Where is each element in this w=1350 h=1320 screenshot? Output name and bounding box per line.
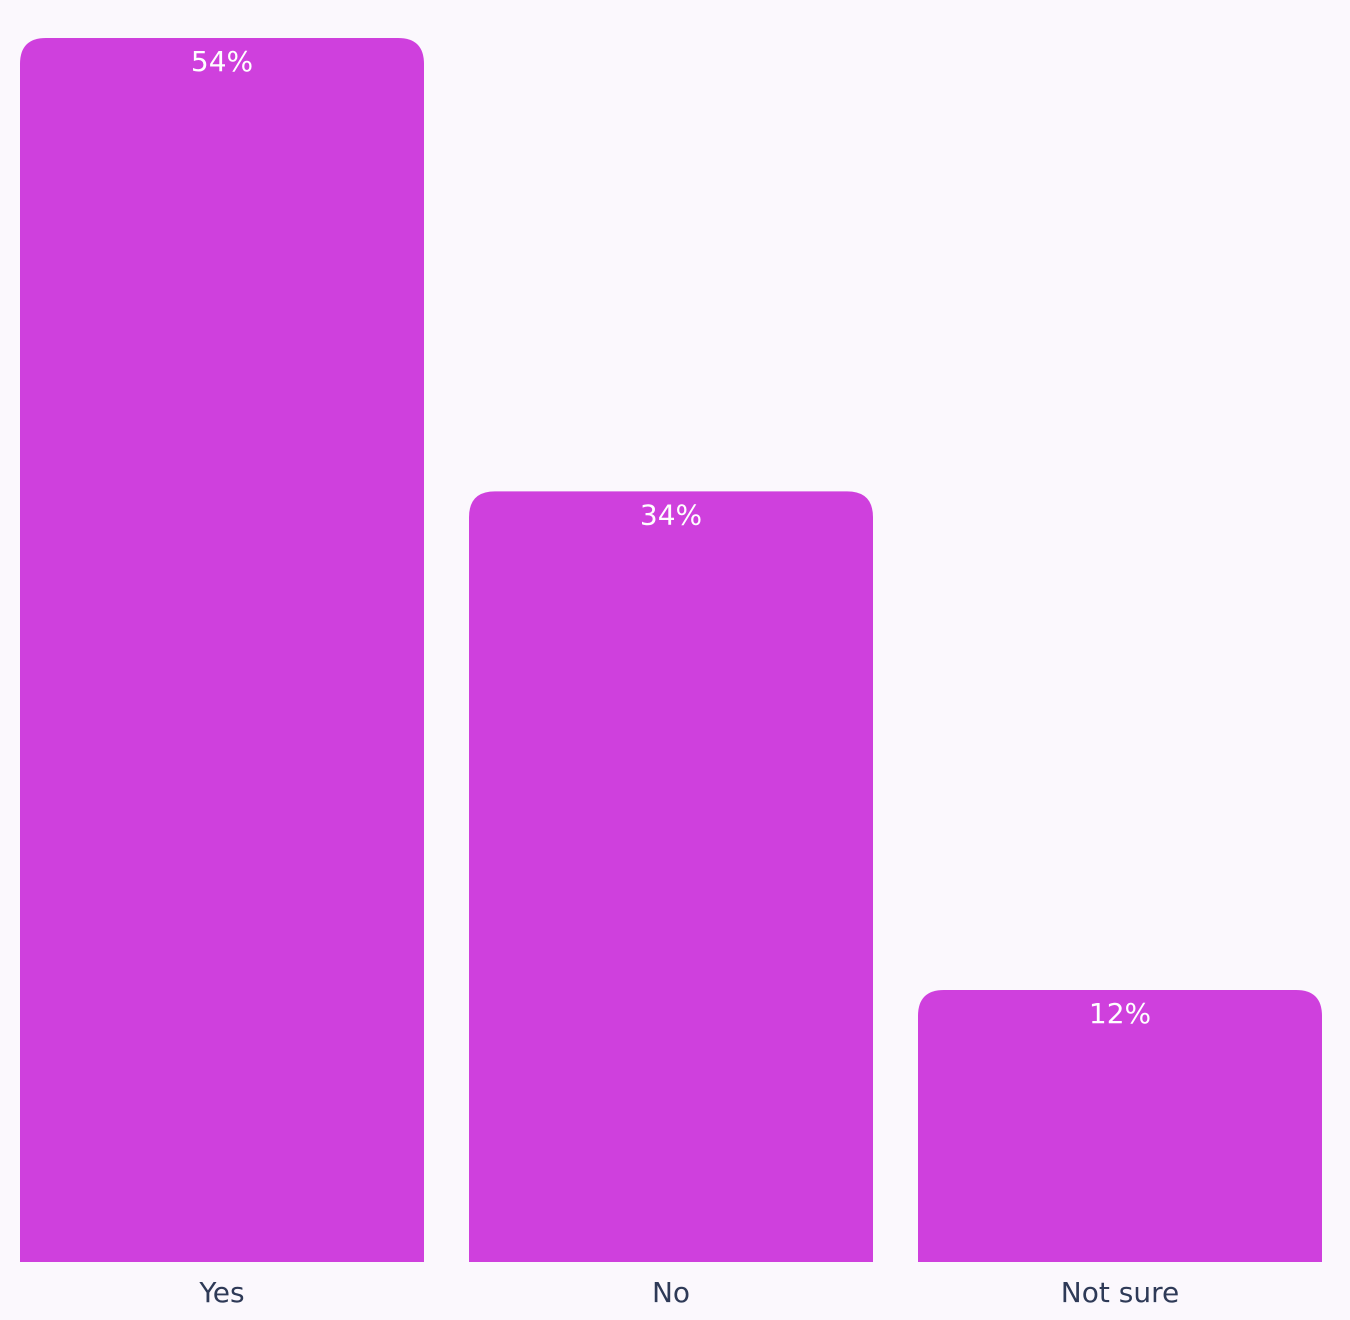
- bar-no: [469, 491, 873, 1262]
- category-label-no: No: [652, 1276, 690, 1309]
- value-label-no: 34%: [640, 498, 702, 531]
- category-label-yes: Yes: [198, 1276, 244, 1309]
- value-label-not-sure: 12%: [1089, 997, 1151, 1030]
- bars-group: [20, 38, 1322, 1262]
- category-label-not-sure: Not sure: [1061, 1276, 1179, 1309]
- bar-not-sure: [918, 990, 1322, 1262]
- bar-yes: [20, 38, 424, 1262]
- value-label-yes: 54%: [191, 45, 253, 78]
- category-labels-group: Yes No Not sure: [198, 1276, 1179, 1309]
- value-labels-group: 54% 34% 12%: [191, 45, 1151, 1030]
